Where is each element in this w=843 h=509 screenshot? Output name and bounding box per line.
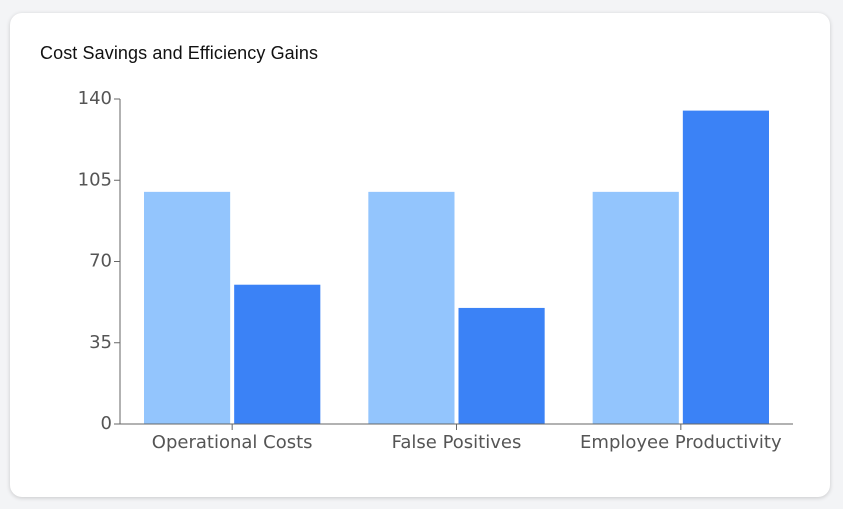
y-tick-label: 105 [78, 169, 112, 190]
y-tick-label: 0 [101, 413, 112, 434]
bar-series1-2 [592, 191, 679, 424]
bar-series2-1 [458, 307, 545, 424]
bar-series1-0 [144, 191, 231, 424]
y-tick-label: 140 [78, 88, 112, 109]
x-tick-label: Operational Costs [152, 432, 313, 453]
bar-series2-0 [234, 284, 321, 424]
chart-title: Cost Savings and Efficiency Gains [40, 43, 319, 63]
x-tick-label: False Positives [392, 432, 522, 453]
bar-chart: 0 35 70 105 140 Operational Costs False Positi… [78, 88, 793, 453]
bar-series1-1 [368, 191, 455, 424]
bar-series2-2 [682, 110, 769, 424]
chart-card: Cost Savings and Efficiency Gains 0 35 70 1… [10, 13, 830, 497]
x-tick-label: Employee Productivity [580, 432, 782, 453]
y-tick-label: 35 [89, 332, 112, 353]
y-tick-label: 70 [89, 251, 112, 272]
